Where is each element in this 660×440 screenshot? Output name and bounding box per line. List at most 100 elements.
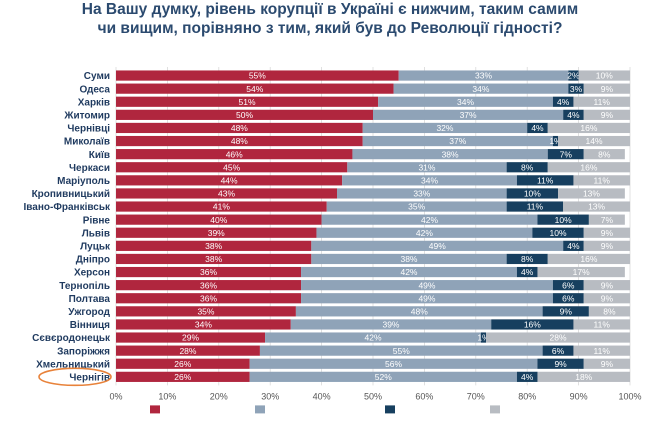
data-label: 52% <box>375 372 392 382</box>
bar-segment <box>527 122 548 134</box>
data-label: 50% <box>236 110 253 120</box>
data-label: 18% <box>575 372 592 382</box>
bar-segment <box>573 319 630 330</box>
data-label: 2% <box>567 71 580 81</box>
data-label: 9% <box>560 306 573 316</box>
legend-swatch <box>385 405 395 414</box>
category-label: Сєвєродонецьк <box>32 333 111 344</box>
data-label: 26% <box>174 372 191 382</box>
data-label: 11% <box>594 175 611 185</box>
data-label: 34% <box>472 84 489 94</box>
bar-segment <box>506 253 548 265</box>
data-label: 35% <box>197 306 214 316</box>
data-label: 11% <box>594 97 611 107</box>
data-label: 9% <box>601 110 614 120</box>
bar-segment <box>552 135 559 147</box>
category-label: Дніпро <box>76 255 110 266</box>
category-label: Одеса <box>79 84 110 95</box>
bar-segment <box>547 162 630 173</box>
category-label: Запоріжжя <box>57 346 110 357</box>
bar-segment <box>116 122 363 134</box>
data-label: 33% <box>413 189 430 199</box>
data-label: 42% <box>364 333 381 343</box>
bar-segment <box>116 293 302 304</box>
data-label: 9% <box>601 84 614 94</box>
bar-segment <box>326 201 507 212</box>
x-tick-label: 20% <box>210 391 228 401</box>
bar-segment <box>116 319 291 330</box>
bar-segment <box>583 227 630 238</box>
bar-segment <box>116 306 296 317</box>
chart-title: На Вашу думку, рівень корупції в Україні… <box>0 0 660 38</box>
data-label: 49% <box>418 293 435 303</box>
bar-segment <box>116 188 338 199</box>
bar-segment <box>116 371 250 382</box>
bar-segment <box>542 306 589 317</box>
data-label: 49% <box>429 241 446 251</box>
data-label: 10% <box>555 215 572 225</box>
x-tick-label: 30% <box>261 391 279 401</box>
data-label: 34% <box>457 97 474 107</box>
chart-title-line-2: чи вищим, порівняно з тим, який був до Р… <box>97 20 563 37</box>
data-label: 45% <box>223 162 240 172</box>
bar-segment <box>568 70 579 81</box>
bar-segment <box>491 319 574 330</box>
category-label: Рівне <box>83 215 111 226</box>
bar-segment <box>295 306 543 317</box>
data-label: 9% <box>601 359 614 369</box>
bar-segment <box>563 109 584 120</box>
data-label: 6% <box>562 280 575 290</box>
category-label: Миколаїв <box>64 137 110 148</box>
bar-segment <box>116 175 343 186</box>
x-tick-label: 10% <box>158 391 176 401</box>
bar-segment <box>480 332 487 343</box>
data-label: 49% <box>418 280 435 290</box>
data-label: 4% <box>557 97 570 107</box>
bar-segment <box>506 201 564 212</box>
data-label: 9% <box>554 359 567 369</box>
bar-segment <box>547 253 630 265</box>
data-label: 11% <box>594 320 611 330</box>
bar-segment <box>516 175 574 186</box>
bar-segment <box>116 70 399 81</box>
bar-segment <box>116 332 266 343</box>
data-label: 4% <box>521 372 534 382</box>
legend-swatch <box>490 405 500 414</box>
category-label: Житомир <box>63 110 110 121</box>
bar-segment <box>116 83 394 94</box>
bar-segment <box>116 214 322 225</box>
data-label: 38% <box>442 149 459 159</box>
category-label: Чернівці <box>67 124 110 135</box>
data-label: 4% <box>531 123 544 133</box>
bar-segment <box>352 149 548 160</box>
category-label: Ужгород <box>68 307 110 318</box>
bar-segment <box>563 201 630 212</box>
data-label: 26% <box>174 359 191 369</box>
data-label: 56% <box>385 359 402 369</box>
category-label: Івано-Франківськ <box>24 202 111 213</box>
legend-swatch <box>150 405 160 414</box>
data-label: 35% <box>408 202 425 212</box>
data-label: 37% <box>449 136 466 146</box>
bar-segment <box>290 319 492 330</box>
chart-title-line-1: На Вашу думку, рівень корупції в Україні… <box>81 1 579 18</box>
bar-segment <box>506 188 559 199</box>
data-label: 48% <box>231 123 248 133</box>
category-label: Суми <box>84 71 110 82</box>
data-label: 4% <box>567 110 580 120</box>
data-label: 55% <box>393 346 410 356</box>
bar-segment <box>558 188 625 199</box>
bar-segment <box>583 149 625 160</box>
category-label: Маріуполь <box>57 176 110 187</box>
data-label: 36% <box>200 267 217 277</box>
bar-segment <box>116 109 373 120</box>
data-label: 10% <box>596 71 613 81</box>
data-label: 13% <box>583 189 600 199</box>
bar-segment <box>537 358 584 369</box>
data-label: 3% <box>570 84 583 94</box>
bar-segment <box>337 188 507 199</box>
data-label: 11% <box>537 175 554 185</box>
bar-segment <box>547 122 630 134</box>
bar-segment <box>116 135 363 147</box>
data-label: 46% <box>226 149 243 159</box>
